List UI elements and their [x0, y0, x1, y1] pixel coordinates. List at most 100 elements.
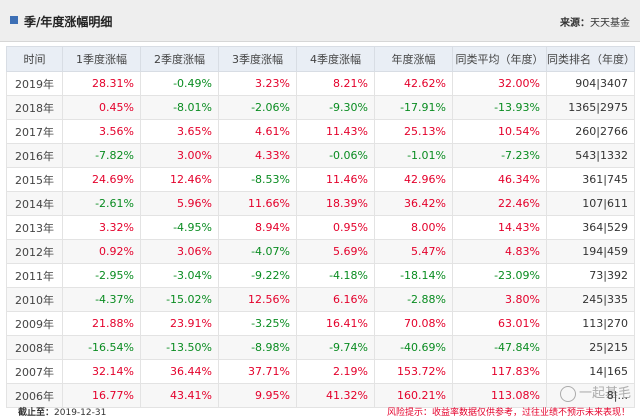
return-cell: 117.83% — [452, 359, 547, 384]
return-cell: 37.71% — [218, 359, 297, 384]
returns-table: 时间 1季度涨幅 2季度涨幅 3季度涨幅 4季度涨幅 年度涨幅 同类平均（年度） 同类排名（年… — [6, 46, 635, 408]
table-row: 2018年 0.45% -8.01% -2.06% -9.30% -17.91% -13.9… — [6, 95, 635, 120]
column-header[interactable]: 同类平均（年度） — [452, 46, 547, 72]
column-header[interactable]: 同类排名（年度） — [546, 46, 635, 72]
return-cell: -4.95% — [140, 215, 219, 240]
rank-cell: 107|611 — [546, 191, 635, 216]
year-cell: 2014年 — [6, 191, 63, 216]
return-cell: 3.00% — [140, 143, 219, 168]
table-row: 2019年 28.31% -0.49% 3.23% 8.21% 42.62% 32.00% 9… — [6, 71, 635, 96]
return-cell: -16.54% — [62, 335, 141, 360]
return-cell: 32.00% — [452, 71, 547, 96]
rank-cell: 361|745 — [546, 167, 635, 192]
return-cell: 36.44% — [140, 359, 219, 384]
return-cell: 4.61% — [218, 119, 297, 144]
return-cell: 2.19% — [296, 359, 375, 384]
year-cell: 2016年 — [6, 143, 63, 168]
return-cell: 3.23% — [218, 71, 297, 96]
return-cell: -47.84% — [452, 335, 547, 360]
rank-cell: 25|215 — [546, 335, 635, 360]
return-cell: -2.95% — [62, 263, 141, 288]
rank-cell: 260|2766 — [546, 119, 635, 144]
return-cell: -2.61% — [62, 191, 141, 216]
return-cell: -7.82% — [62, 143, 141, 168]
return-cell: 14.43% — [452, 215, 547, 240]
return-cell: -9.74% — [296, 335, 375, 360]
table-row: 2017年 3.56% 3.65% 4.61% 11.43% 25.13% 10.54% 26… — [6, 119, 635, 144]
column-header[interactable]: 3季度涨幅 — [218, 46, 297, 72]
year-cell: 2010年 — [6, 287, 63, 312]
return-cell: -1.01% — [374, 143, 453, 168]
rank-cell: 904|3407 — [546, 71, 635, 96]
table-row: 2010年 -4.37% -15.02% 12.56% 6.16% -2.88% 3.80%… — [6, 287, 635, 312]
return-cell: 153.72% — [374, 359, 453, 384]
return-cell: 4.33% — [218, 143, 297, 168]
return-cell: 0.95% — [296, 215, 375, 240]
return-cell: -8.98% — [218, 335, 297, 360]
title-marker-icon — [10, 16, 18, 24]
return-cell: -15.02% — [140, 287, 219, 312]
panel-header: 季/年度涨幅明细 来源：天天基金 — [0, 0, 640, 42]
return-cell: -2.88% — [374, 287, 453, 312]
panel-title: 季/年度涨幅明细 — [24, 15, 113, 29]
risk-disclaimer: 风险提示：收益率数据仅供参考，过往业绩不预示未来表现！ — [386, 408, 630, 418]
return-cell: 42.96% — [374, 167, 453, 192]
table-row: 2008年 -16.54% -13.50% -8.98% -9.74% -40.69% -4… — [6, 335, 635, 360]
rank-cell: 73|392 — [546, 263, 635, 288]
table-row: 2014年 -2.61% 5.96% 11.66% 18.39% 36.42% 22.46%… — [6, 191, 635, 216]
return-cell: 36.42% — [374, 191, 453, 216]
source-info: 来源：天天基金 — [560, 14, 630, 29]
return-cell: 3.56% — [62, 119, 141, 144]
table-row: 2016年 -7.82% 3.00% 4.33% -0.06% -1.01% -7.23% 5… — [6, 143, 635, 168]
as-of-label: 截止至： — [18, 408, 55, 418]
return-cell: 32.14% — [62, 359, 141, 384]
year-cell: 2012年 — [6, 239, 63, 264]
return-cell: 3.80% — [452, 287, 547, 312]
column-header[interactable]: 2季度涨幅 — [140, 46, 219, 72]
rank-cell: 8|... — [546, 383, 635, 408]
watermark-text: 一起基毛 — [579, 386, 632, 401]
return-cell: -8.01% — [140, 95, 219, 120]
watermark: 一起基毛 — [560, 382, 631, 402]
return-cell: 22.46% — [452, 191, 547, 216]
return-cell: -2.06% — [218, 95, 297, 120]
column-header[interactable]: 时间 — [6, 46, 63, 72]
column-header[interactable]: 年度涨幅 — [374, 46, 453, 72]
table-header-row: 时间 1季度涨幅 2季度涨幅 3季度涨幅 4季度涨幅 年度涨幅 同类平均（年度） 同类排名（年… — [6, 46, 635, 72]
return-cell: 3.06% — [140, 239, 219, 264]
return-cell: -4.07% — [218, 239, 297, 264]
return-cell: 113.08% — [452, 383, 547, 408]
table-body: 2019年 28.31% -0.49% 3.23% 8.21% 42.62% 32.00% 9… — [6, 71, 635, 408]
return-cell: -3.04% — [140, 263, 219, 288]
column-header[interactable]: 4季度涨幅 — [296, 46, 375, 72]
rank-cell: 194|459 — [546, 239, 635, 264]
return-cell: 25.13% — [374, 119, 453, 144]
table-row: 2012年 0.92% 3.06% -4.07% 5.69% 5.47% 4.83% 194|… — [6, 239, 635, 264]
return-cell: 4.83% — [452, 239, 547, 264]
return-cell: -3.25% — [218, 311, 297, 336]
return-cell: 11.46% — [296, 167, 375, 192]
return-cell: -0.06% — [296, 143, 375, 168]
as-of-date: 截止至：2019-12-31 — [18, 405, 106, 418]
return-cell: 3.32% — [62, 215, 141, 240]
return-cell: -13.93% — [452, 95, 547, 120]
year-cell: 2007年 — [6, 359, 63, 384]
return-cell: -4.18% — [296, 263, 375, 288]
return-cell: -9.22% — [218, 263, 297, 288]
wechat-logo-icon — [560, 385, 576, 402]
return-cell: 8.94% — [218, 215, 297, 240]
column-header[interactable]: 1季度涨幅 — [62, 46, 141, 72]
year-cell: 2006年 — [6, 383, 63, 408]
as-of-value: 2019-12-31 — [54, 408, 107, 418]
return-cell: 42.62% — [374, 71, 453, 96]
return-cell: -0.49% — [140, 71, 219, 96]
return-cell: 10.54% — [452, 119, 547, 144]
year-cell: 2013年 — [6, 215, 63, 240]
return-cell: 5.96% — [140, 191, 219, 216]
return-cell: 5.69% — [296, 239, 375, 264]
rank-cell: 14|165 — [546, 359, 635, 384]
return-cell: 41.32% — [296, 383, 375, 408]
source-link[interactable]: 天天基金 — [590, 18, 630, 29]
year-cell: 2019年 — [6, 71, 63, 96]
return-cell: 63.01% — [452, 311, 547, 336]
